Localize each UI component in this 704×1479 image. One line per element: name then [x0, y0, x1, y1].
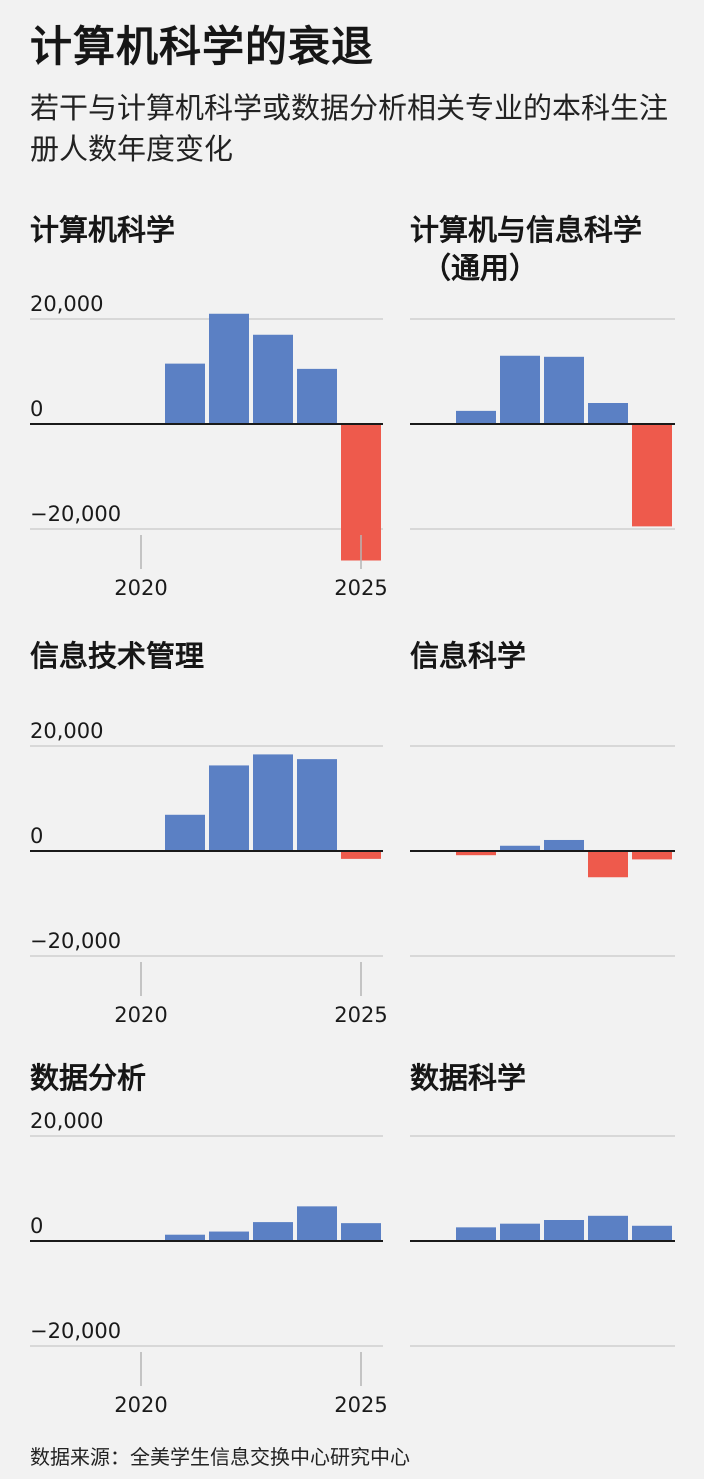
page-title: 计算机科学的衰退 [30, 22, 375, 71]
y-tick-label: −20,000 [30, 1319, 121, 1343]
bar [544, 1220, 584, 1241]
chart-title: 信息技术管理 [30, 639, 204, 673]
bar [500, 1223, 540, 1241]
x-tick-label: 2025 [334, 576, 387, 600]
page-subtitle: 若干与计算机科学或数据分析相关专业的本科生注册人数年度变化 [30, 91, 669, 166]
bar [297, 759, 337, 851]
bar [341, 1223, 381, 1241]
bar [500, 845, 540, 851]
x-tick-label: 2020 [114, 1003, 167, 1027]
chart-title: 信息科学 [410, 639, 526, 673]
bar [456, 410, 496, 424]
chart-title-line2: （通用） [422, 251, 538, 285]
chart-title: 数据科学 [410, 1061, 526, 1095]
y-tick-label: 0 [30, 1214, 43, 1238]
chart-title: 计算机科学 [30, 213, 175, 247]
bar [456, 851, 496, 856]
x-tick-label: 2020 [114, 576, 167, 600]
bar [209, 313, 249, 424]
source-note: 数据来源：全美学生信息交换中心研究中心 [30, 1445, 410, 1469]
chart-title: 计算机与信息科学 [410, 213, 642, 247]
bar [165, 814, 205, 851]
bar [588, 851, 628, 878]
bar [588, 1215, 628, 1241]
bar [341, 851, 381, 859]
y-tick-label: 0 [30, 397, 43, 421]
bar [544, 839, 584, 851]
bar [165, 363, 205, 424]
bar [209, 765, 249, 851]
bar [253, 1222, 293, 1241]
y-tick-label: 20,000 [30, 292, 103, 316]
bar [297, 1206, 337, 1241]
y-tick-label: 20,000 [30, 1109, 103, 1133]
bar [632, 851, 672, 860]
bar [253, 334, 293, 424]
x-tick-label: 2025 [334, 1003, 387, 1027]
bar [209, 1231, 249, 1241]
bar [165, 1234, 205, 1241]
bar [456, 1227, 496, 1241]
bar [588, 403, 628, 424]
bar [544, 356, 584, 424]
bar [632, 1225, 672, 1241]
bar [253, 754, 293, 851]
bar [500, 355, 540, 424]
bar [297, 368, 337, 424]
x-tick-label: 2020 [114, 1393, 167, 1417]
y-tick-label: −20,000 [30, 502, 121, 526]
chart-title: 数据分析 [30, 1061, 146, 1095]
bar [632, 424, 672, 527]
y-tick-label: −20,000 [30, 929, 121, 953]
y-tick-label: 0 [30, 824, 43, 848]
x-tick-label: 2025 [334, 1393, 387, 1417]
y-tick-label: 20,000 [30, 719, 103, 743]
